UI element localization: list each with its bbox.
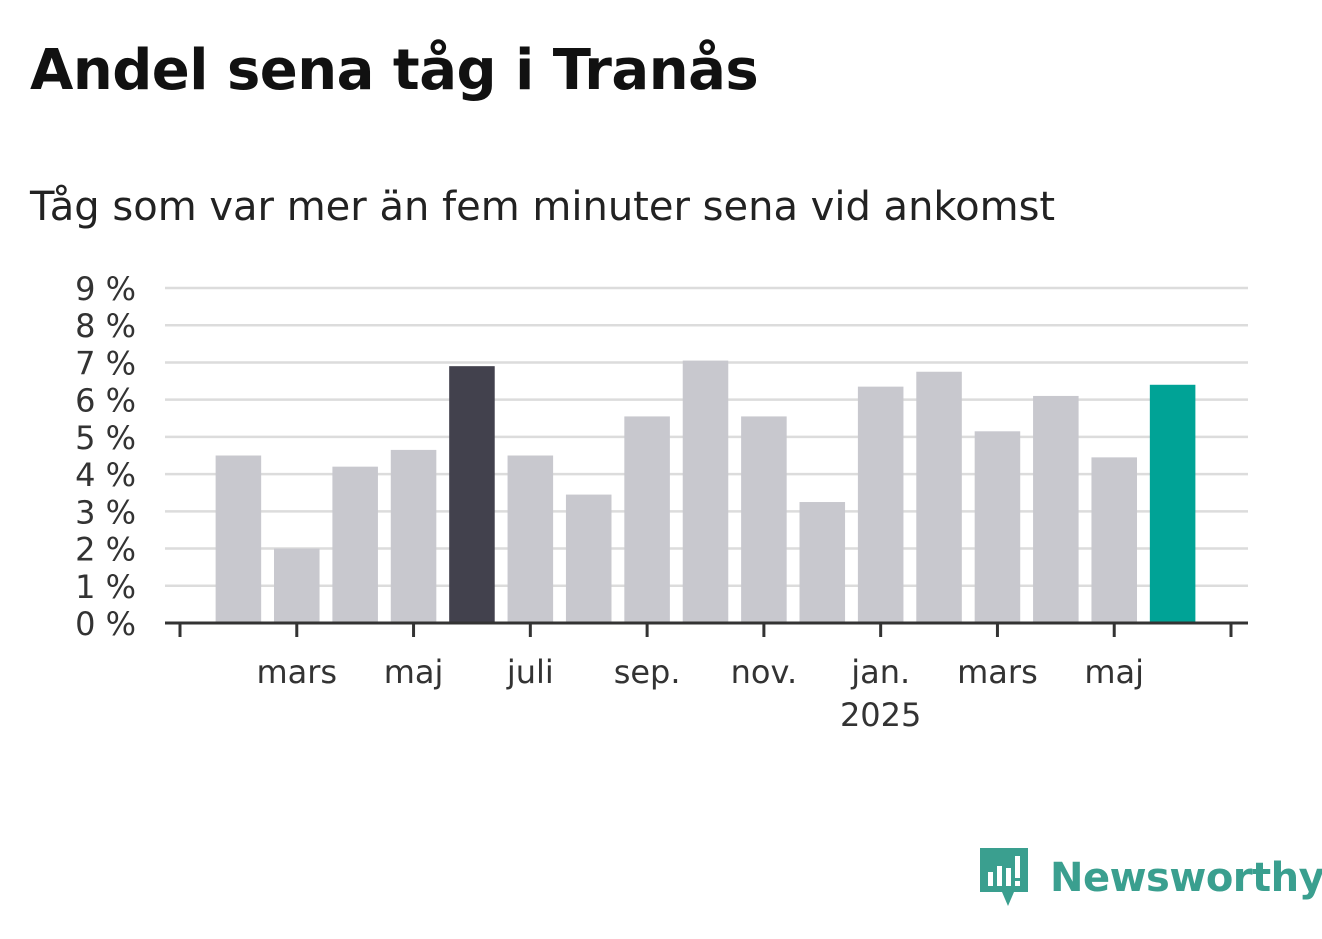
y-tick-label: 7 % bbox=[75, 344, 136, 382]
bar bbox=[215, 455, 262, 623]
x-tick-label: maj bbox=[1084, 653, 1144, 691]
bar bbox=[916, 371, 962, 623]
y-tick-label: 3 % bbox=[75, 493, 136, 531]
x-tick-label: maj bbox=[384, 653, 444, 691]
bar bbox=[1149, 384, 1196, 623]
bar bbox=[274, 548, 320, 623]
bar bbox=[682, 360, 729, 623]
bar bbox=[799, 502, 846, 623]
newsworthy-logo-icon bbox=[980, 848, 1028, 906]
bar bbox=[449, 366, 495, 623]
chart-title: Andel sena tåg i Tranås bbox=[30, 38, 759, 103]
x-tick-label: sep. bbox=[614, 653, 681, 691]
brand-name: Newsworthy bbox=[1050, 855, 1322, 901]
x-tick-label: nov. bbox=[731, 653, 797, 691]
bar bbox=[390, 449, 437, 623]
bar bbox=[741, 416, 787, 623]
y-tick-label: 2 % bbox=[75, 531, 136, 569]
bar bbox=[1033, 395, 1079, 623]
bar bbox=[332, 466, 378, 623]
y-tick-label: 0 % bbox=[75, 605, 136, 643]
x-tick-label: mars bbox=[256, 653, 337, 691]
x-tick-sublabel: 2025 bbox=[840, 696, 921, 734]
bar bbox=[1091, 457, 1137, 623]
y-tick-label: 5 % bbox=[75, 419, 136, 457]
brand-logo: Newsworthy bbox=[980, 848, 1322, 908]
y-tick-label: 8 % bbox=[75, 307, 136, 345]
bar bbox=[857, 386, 904, 623]
x-tick-label: juli bbox=[506, 653, 554, 691]
y-tick-label: 9 % bbox=[75, 270, 136, 308]
chart-subtitle: Tåg som var mer än fem minuter sena vid … bbox=[30, 184, 1056, 230]
x-tick-label: mars bbox=[957, 653, 1038, 691]
bar bbox=[507, 455, 554, 623]
x-tick-label: jan. bbox=[850, 653, 910, 691]
y-tick-label: 6 % bbox=[75, 382, 136, 420]
y-tick-label: 1 % bbox=[75, 568, 136, 606]
bar bbox=[974, 431, 1021, 623]
y-tick-label: 4 % bbox=[75, 456, 136, 494]
bar bbox=[565, 494, 612, 623]
bar bbox=[624, 416, 670, 623]
